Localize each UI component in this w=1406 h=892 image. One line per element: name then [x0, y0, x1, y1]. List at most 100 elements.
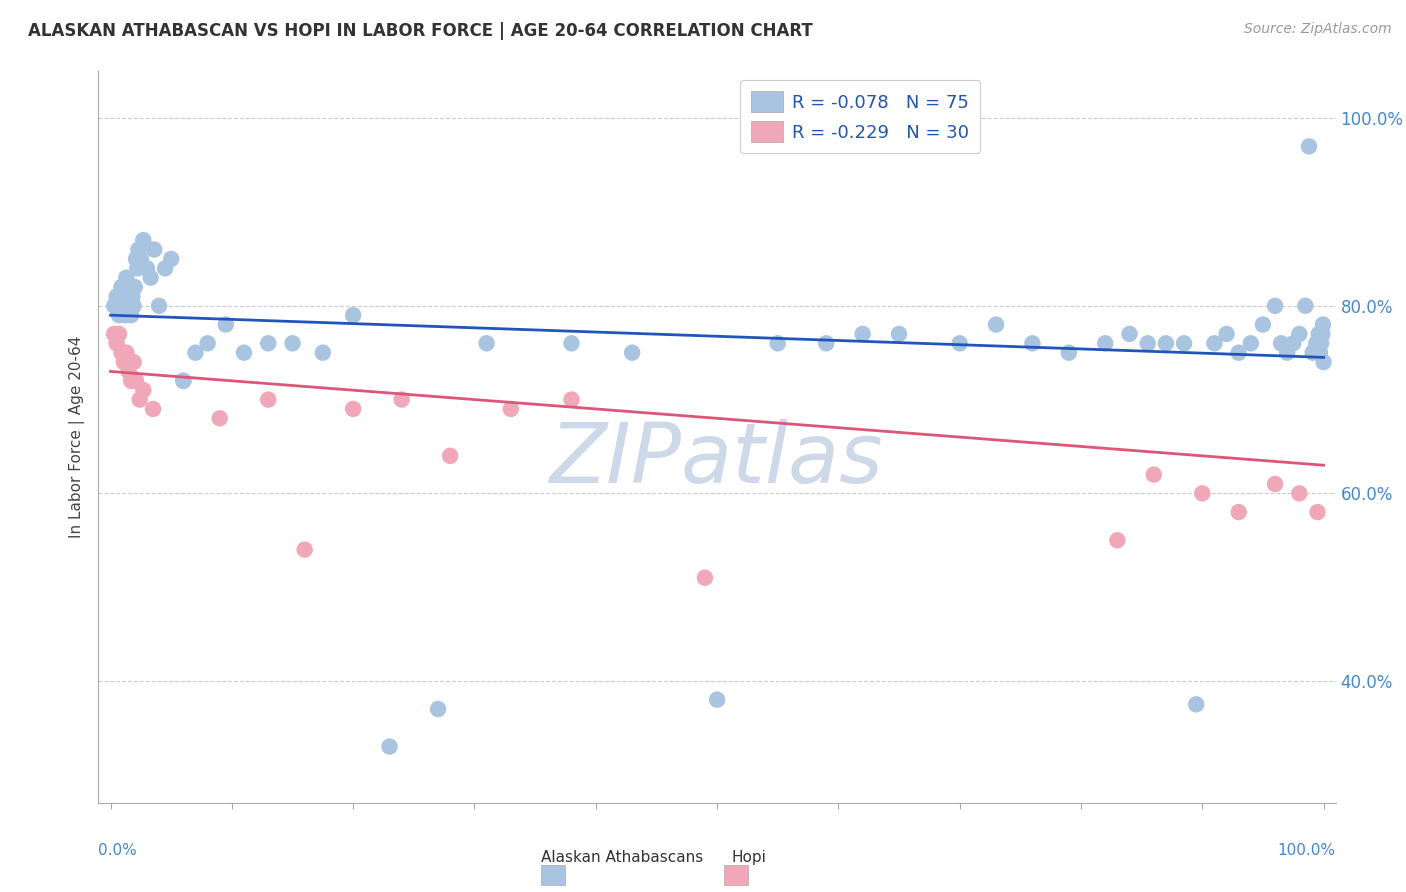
Point — [120, 374, 142, 388]
Point — [233, 345, 256, 359]
Point — [621, 345, 644, 359]
Point — [1270, 336, 1292, 351]
Point — [1136, 336, 1159, 351]
Point — [172, 374, 194, 388]
Point — [1275, 345, 1298, 359]
Point — [1310, 336, 1333, 351]
Point — [1264, 477, 1286, 491]
Point — [560, 336, 582, 351]
Point — [142, 401, 165, 416]
Point — [118, 364, 141, 378]
Point — [197, 336, 219, 351]
Point — [281, 336, 304, 351]
Point — [127, 261, 149, 276]
Point — [1312, 355, 1334, 369]
Point — [852, 326, 875, 341]
Point — [815, 336, 838, 351]
Point — [1227, 505, 1250, 519]
Point — [208, 411, 231, 425]
Point — [114, 308, 136, 322]
Point — [439, 449, 461, 463]
Point — [108, 308, 131, 322]
Point — [1154, 336, 1177, 351]
Point — [427, 702, 450, 716]
Point — [1298, 139, 1320, 153]
Point — [1305, 336, 1327, 351]
Point — [766, 336, 789, 351]
Point — [1312, 326, 1334, 341]
Point — [1308, 326, 1330, 341]
Point — [184, 345, 207, 359]
Point — [103, 299, 125, 313]
Point — [111, 299, 134, 313]
Y-axis label: In Labor Force | Age 20-64: In Labor Force | Age 20-64 — [69, 336, 86, 538]
Point — [105, 336, 128, 351]
Point — [115, 345, 138, 359]
Point — [143, 243, 166, 257]
Point — [1288, 486, 1310, 500]
Text: ALASKAN ATHABASCAN VS HOPI IN LABOR FORCE | AGE 20-64 CORRELATION CHART: ALASKAN ATHABASCAN VS HOPI IN LABOR FORC… — [28, 22, 813, 40]
Point — [105, 289, 128, 303]
Text: 100.0%: 100.0% — [1278, 843, 1336, 858]
Text: Source: ZipAtlas.com: Source: ZipAtlas.com — [1244, 22, 1392, 37]
Point — [560, 392, 582, 407]
Point — [1057, 345, 1080, 359]
Point — [1173, 336, 1195, 351]
Text: ZIPatlas: ZIPatlas — [550, 418, 884, 500]
Point — [110, 345, 132, 359]
Point — [378, 739, 401, 754]
Point — [1306, 505, 1329, 519]
Point — [342, 308, 364, 322]
Point — [475, 336, 498, 351]
Point — [1204, 336, 1226, 351]
Point — [132, 233, 155, 247]
Point — [132, 383, 155, 397]
Point — [706, 692, 728, 706]
Point — [118, 280, 141, 294]
Point — [949, 336, 972, 351]
Point — [128, 392, 150, 407]
Point — [118, 299, 141, 313]
Point — [122, 355, 145, 369]
Point — [1312, 318, 1334, 332]
Point — [1094, 336, 1116, 351]
Point — [1143, 467, 1166, 482]
Point — [112, 355, 135, 369]
Point — [1118, 326, 1140, 341]
Point — [127, 243, 149, 257]
Point — [391, 392, 413, 407]
Point — [1294, 299, 1316, 313]
Point — [120, 308, 142, 322]
Point — [121, 289, 143, 303]
Point — [122, 299, 145, 313]
Point — [1191, 486, 1213, 500]
Point — [1227, 345, 1250, 359]
Point — [294, 542, 316, 557]
Point — [1107, 533, 1129, 548]
Point — [1240, 336, 1263, 351]
Text: Hopi: Hopi — [731, 850, 766, 865]
Point — [693, 571, 716, 585]
Point — [108, 326, 131, 341]
Point — [1021, 336, 1043, 351]
Point — [117, 299, 139, 313]
Text: 0.0%: 0.0% — [98, 843, 138, 858]
Point — [257, 336, 280, 351]
Point — [1302, 345, 1324, 359]
Point — [1215, 326, 1237, 341]
Point — [124, 280, 146, 294]
Point — [103, 326, 125, 341]
Point — [115, 270, 138, 285]
Point — [984, 318, 1007, 332]
Point — [112, 289, 135, 303]
Point — [499, 401, 522, 416]
Point — [257, 392, 280, 407]
Point — [342, 401, 364, 416]
Point — [148, 299, 170, 313]
Point — [129, 252, 152, 266]
Point — [153, 261, 176, 276]
Point — [160, 252, 183, 266]
Point — [215, 318, 238, 332]
Point — [1264, 299, 1286, 313]
Legend: R = -0.078   N = 75, R = -0.229   N = 30: R = -0.078 N = 75, R = -0.229 N = 30 — [740, 80, 980, 153]
